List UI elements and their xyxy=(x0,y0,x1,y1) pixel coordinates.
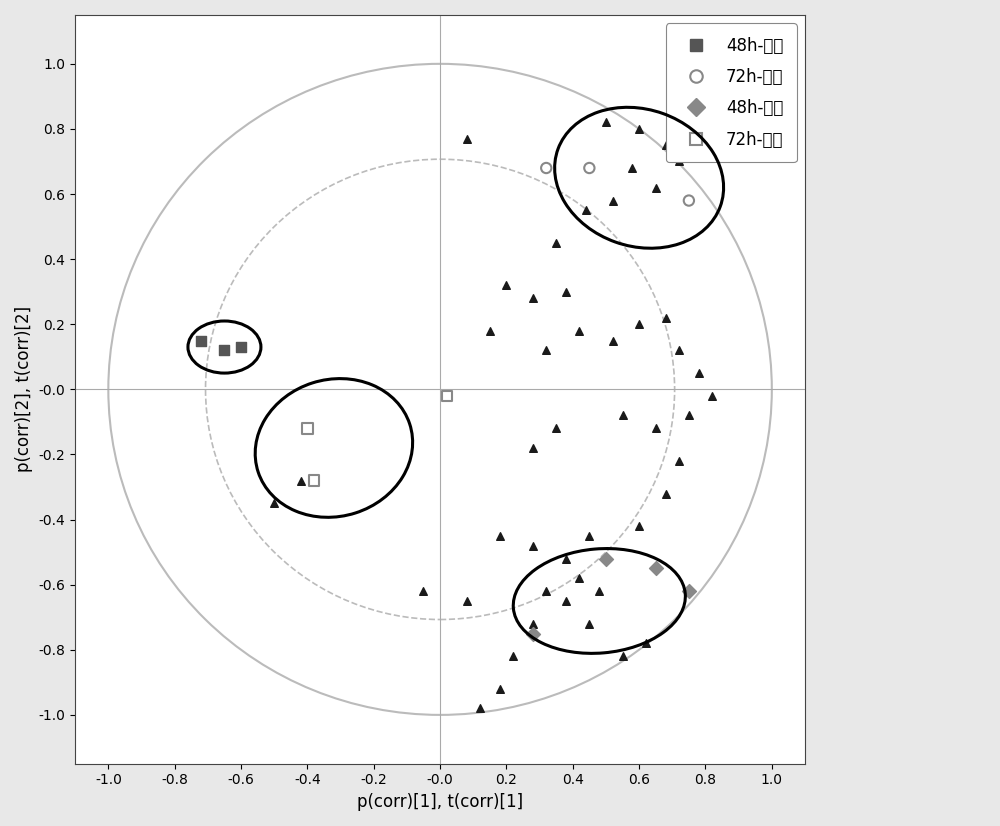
Point xyxy=(571,324,587,337)
Point xyxy=(538,161,554,174)
Point xyxy=(505,650,521,663)
Point xyxy=(492,682,508,695)
Point xyxy=(671,454,687,468)
Point xyxy=(578,204,594,217)
Point xyxy=(498,278,514,292)
Point xyxy=(658,487,674,500)
Point xyxy=(472,702,488,715)
Point xyxy=(581,617,597,630)
Point xyxy=(548,236,564,249)
Point xyxy=(648,562,664,575)
Point xyxy=(671,155,687,169)
Point xyxy=(671,344,687,357)
Point xyxy=(615,409,631,422)
Point xyxy=(598,116,614,129)
Point xyxy=(571,572,587,585)
Point xyxy=(548,422,564,435)
Point xyxy=(558,552,574,565)
Point xyxy=(648,422,664,435)
Legend: 48h-对照, 72h-对照, 48h-实验, 72h-实验: 48h-对照, 72h-对照, 48h-实验, 72h-实验 xyxy=(666,23,797,162)
Point xyxy=(193,334,209,347)
Point xyxy=(293,474,309,487)
Point xyxy=(492,529,508,543)
Point xyxy=(704,389,720,402)
Point xyxy=(525,539,541,553)
Point xyxy=(525,441,541,454)
Point xyxy=(525,617,541,630)
Point xyxy=(558,595,574,608)
Point xyxy=(631,318,647,331)
Point xyxy=(658,139,674,152)
Point xyxy=(439,389,455,402)
X-axis label: p(corr)[1], t(corr)[1]: p(corr)[1], t(corr)[1] xyxy=(357,793,523,811)
Point xyxy=(459,132,475,145)
Point xyxy=(233,340,249,354)
Point xyxy=(459,595,475,608)
Point xyxy=(681,585,697,598)
Y-axis label: p(corr)[2], t(corr)[2]: p(corr)[2], t(corr)[2] xyxy=(15,306,33,472)
Point xyxy=(538,585,554,598)
Point xyxy=(581,529,597,543)
Point xyxy=(299,422,315,435)
Point xyxy=(605,334,621,347)
Point xyxy=(691,367,707,380)
Point xyxy=(631,122,647,135)
Point xyxy=(598,552,614,565)
Point xyxy=(658,311,674,325)
Point xyxy=(591,585,607,598)
Point xyxy=(538,344,554,357)
Point xyxy=(216,344,232,357)
Point xyxy=(525,627,541,640)
Point xyxy=(638,637,654,650)
Point xyxy=(415,585,431,598)
Point xyxy=(681,194,697,207)
Point xyxy=(558,285,574,298)
Point xyxy=(482,324,498,337)
Point xyxy=(605,194,621,207)
Point xyxy=(581,161,597,174)
Point xyxy=(615,650,631,663)
Point xyxy=(631,520,647,533)
Point xyxy=(681,409,697,422)
Point xyxy=(648,181,664,194)
Point xyxy=(525,292,541,305)
Point xyxy=(306,474,322,487)
Point xyxy=(266,496,282,510)
Point xyxy=(624,161,640,174)
